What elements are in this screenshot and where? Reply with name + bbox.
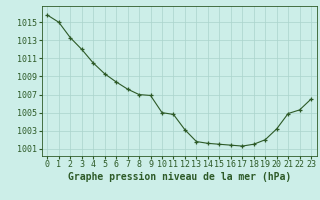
X-axis label: Graphe pression niveau de la mer (hPa): Graphe pression niveau de la mer (hPa) <box>68 172 291 182</box>
